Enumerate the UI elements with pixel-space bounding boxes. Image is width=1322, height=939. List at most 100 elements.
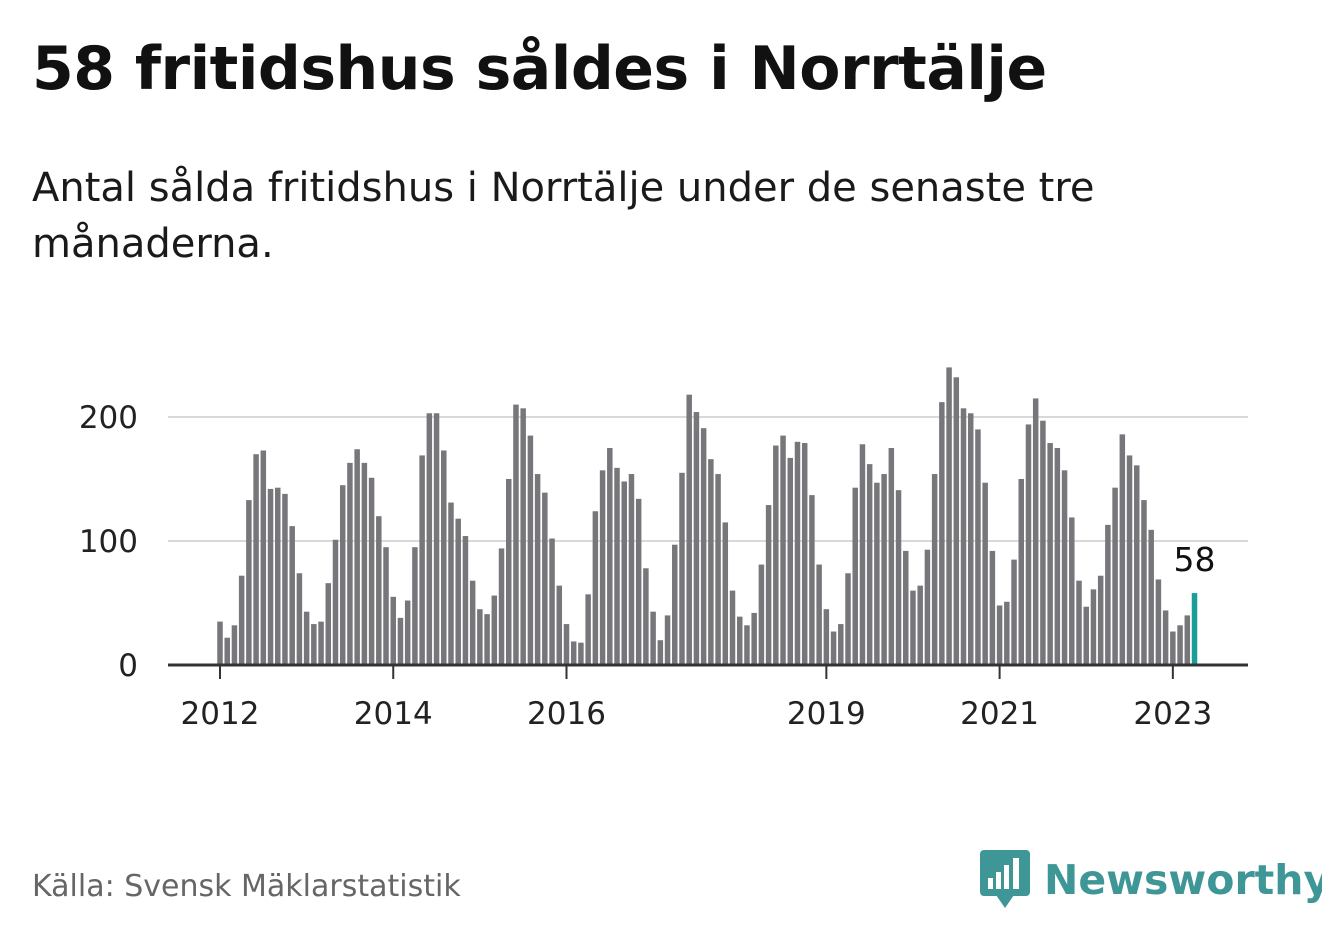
bar bbox=[931, 474, 938, 665]
bar bbox=[282, 493, 288, 665]
bar bbox=[520, 408, 526, 665]
bar bbox=[693, 412, 700, 665]
bar bbox=[383, 547, 389, 665]
bar bbox=[672, 544, 678, 665]
bar-chart: 0 100 200 2012 2014 2016 2019 2021 2023 58 bbox=[79, 367, 1248, 732]
bar bbox=[700, 428, 707, 665]
bar bbox=[513, 404, 519, 665]
bar bbox=[325, 583, 332, 665]
bar bbox=[1083, 606, 1089, 665]
bar bbox=[650, 611, 656, 665]
bar bbox=[303, 611, 310, 665]
bar bbox=[1155, 579, 1162, 665]
bar bbox=[635, 498, 642, 665]
bar bbox=[924, 549, 931, 665]
bar bbox=[816, 564, 822, 665]
bar bbox=[780, 435, 786, 665]
bar bbox=[231, 625, 238, 665]
bar bbox=[751, 612, 757, 665]
bar bbox=[982, 482, 988, 665]
bar bbox=[563, 624, 570, 665]
bar bbox=[657, 640, 664, 665]
bar bbox=[686, 394, 692, 665]
bar bbox=[506, 479, 512, 665]
bar bbox=[498, 548, 505, 665]
bar bbox=[708, 459, 714, 665]
bar bbox=[361, 462, 368, 665]
bar-highlight bbox=[1191, 593, 1198, 665]
bar bbox=[1141, 500, 1147, 665]
bar bbox=[1025, 424, 1032, 665]
bar bbox=[744, 625, 750, 665]
bar bbox=[253, 454, 259, 665]
bar bbox=[773, 445, 779, 665]
bar bbox=[787, 457, 794, 665]
bar bbox=[311, 624, 317, 665]
bar bbox=[1040, 420, 1046, 665]
bar bbox=[664, 615, 671, 665]
bar bbox=[462, 536, 469, 665]
grid-lines bbox=[168, 416, 1248, 542]
bar bbox=[953, 377, 960, 665]
bar bbox=[376, 516, 382, 665]
bar bbox=[809, 495, 815, 665]
bar bbox=[433, 413, 440, 665]
bar bbox=[238, 575, 245, 665]
bar bbox=[967, 413, 974, 665]
bar bbox=[830, 631, 837, 665]
bar bbox=[534, 474, 541, 665]
bar bbox=[1148, 529, 1154, 665]
bar bbox=[1134, 465, 1140, 665]
bar bbox=[585, 594, 591, 665]
y-tick-label: 100 bbox=[79, 524, 138, 560]
bar bbox=[736, 616, 743, 665]
bar bbox=[1011, 559, 1017, 665]
bar bbox=[404, 600, 411, 665]
bar-chart-speech-bubble-icon bbox=[980, 850, 1030, 908]
bar bbox=[339, 485, 346, 665]
bar bbox=[1177, 625, 1183, 665]
x-tick-label: 2016 bbox=[527, 696, 606, 732]
bar bbox=[946, 367, 952, 665]
bar bbox=[939, 402, 945, 665]
bar bbox=[332, 539, 339, 665]
bar bbox=[397, 617, 404, 665]
bar bbox=[390, 596, 396, 665]
bar bbox=[881, 474, 887, 665]
bar bbox=[1105, 524, 1111, 665]
bar bbox=[643, 568, 649, 665]
bar bbox=[246, 500, 252, 665]
y-tick-label: 200 bbox=[79, 400, 138, 436]
bar bbox=[426, 413, 433, 665]
bar bbox=[1047, 443, 1053, 665]
bars bbox=[217, 367, 1198, 665]
bar bbox=[578, 642, 584, 665]
annotations: 58 bbox=[1174, 540, 1216, 579]
bar bbox=[859, 444, 866, 665]
bar bbox=[801, 443, 808, 665]
bar bbox=[542, 492, 548, 665]
bar bbox=[823, 609, 830, 665]
y-axis-labels: 0 100 200 bbox=[79, 400, 138, 684]
bar bbox=[888, 448, 895, 665]
bar bbox=[1119, 434, 1126, 665]
x-tick-label: 2023 bbox=[1133, 696, 1212, 732]
bar bbox=[289, 526, 295, 665]
bar bbox=[729, 590, 736, 665]
bar bbox=[1061, 470, 1068, 665]
bar bbox=[1170, 631, 1176, 665]
bar bbox=[412, 547, 418, 665]
bar bbox=[996, 605, 1003, 665]
bar bbox=[1032, 398, 1039, 665]
bar bbox=[960, 408, 967, 665]
bar bbox=[1097, 575, 1104, 665]
bar bbox=[484, 614, 490, 665]
bar bbox=[1054, 448, 1061, 665]
bar bbox=[1069, 517, 1075, 665]
bar bbox=[852, 487, 858, 665]
bar bbox=[1126, 455, 1133, 665]
bar bbox=[368, 477, 375, 665]
bar bbox=[607, 448, 613, 665]
x-tick-label: 2019 bbox=[787, 696, 866, 732]
bar bbox=[570, 641, 577, 665]
